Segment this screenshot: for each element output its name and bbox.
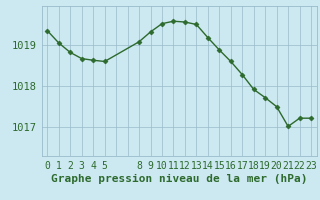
X-axis label: Graphe pression niveau de la mer (hPa): Graphe pression niveau de la mer (hPa) [51, 174, 308, 184]
